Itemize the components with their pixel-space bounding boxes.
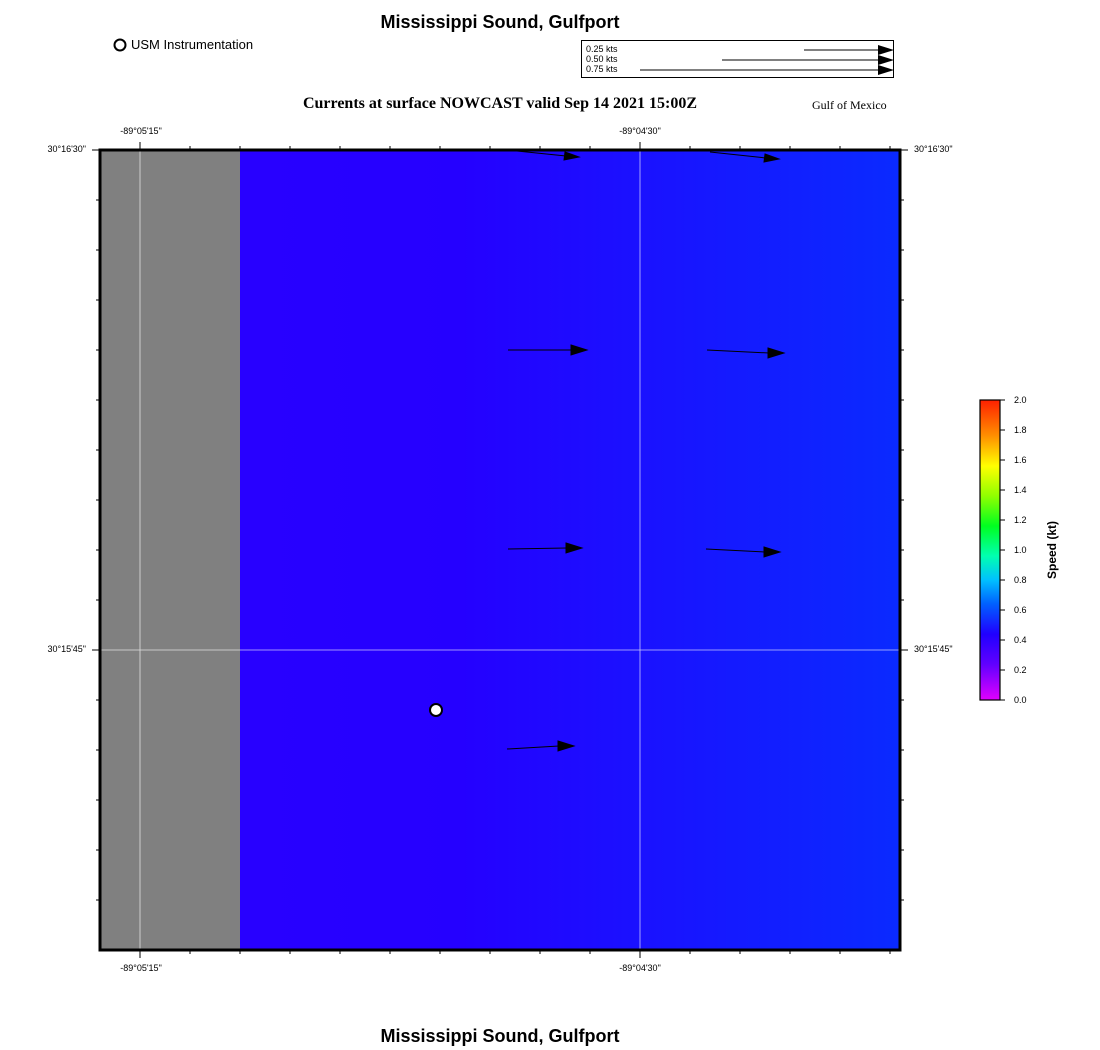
colorbar-tick: 1.8 [1014,425,1027,435]
station-legend-label: USM Instrumentation [131,37,254,52]
vector-scale-box: 0.25 kts 0.50 kts 0.75 kts [581,40,894,78]
lon-label-top-1: -89°05'15" [120,126,162,136]
colorbar-tick: 1.2 [1014,515,1027,525]
map-title: Mississippi Sound, Gulfport [380,12,620,32]
forecast-subtitle: Currents at surface NOWCAST valid Sep 14… [302,95,698,112]
colorbar [979,399,1001,701]
lat-label-right-2: 30°15'45" [914,644,953,654]
colorbar-tick: 0.0 [1014,695,1027,705]
current-vectors [506,150,786,752]
current-arrow [705,546,782,558]
colorbar-tick: 0.8 [1014,575,1027,585]
station-marker-icon [113,38,127,51]
current-arrow [516,150,581,161]
colorbar-tick: 2.0 [1014,395,1027,405]
colorbar-title: Speed (kt) [1045,521,1059,580]
land-area [100,150,240,950]
station-legend: USM Instrumentation [113,37,253,52]
lat-label-right-1: 30°16'30" [914,144,953,154]
lon-label-bottom-2: -89°04'30" [619,963,661,973]
colorbar-tick: 0.6 [1014,605,1027,615]
colorbar-tick: 1.6 [1014,455,1027,465]
lon-label-bottom-1: -89°05'15" [120,963,162,973]
region-label: Gulf of Mexico [812,98,887,112]
lat-label-left-1: 30°16'30" [47,144,86,154]
scale-label-075: 0.75 kts [586,64,618,74]
colorbar-tick: 1.0 [1014,545,1027,555]
colorbar-tick: 1.4 [1014,485,1027,495]
current-arrow [507,542,584,554]
graticule [100,150,900,950]
lat-label-left-2: 30°15'45" [47,644,86,654]
scale-label-025: 0.25 kts [586,44,618,54]
footer-title: Mississippi Sound, Gulfport [380,1026,620,1046]
current-arrow [709,151,781,163]
frame-ticks [92,142,908,958]
current-arrow [508,344,589,356]
current-arrow [506,740,576,752]
colorbar-ticks [1000,399,1005,701]
usm-station-marker[interactable] [429,703,443,717]
colorbar-tick: 0.4 [1014,635,1027,645]
current-arrow [706,347,786,359]
scale-label-050: 0.50 kts [586,54,618,64]
scale-arrows [640,45,894,75]
lon-label-top-2: -89°04'30" [619,126,661,136]
colorbar-tick: 0.2 [1014,665,1027,675]
